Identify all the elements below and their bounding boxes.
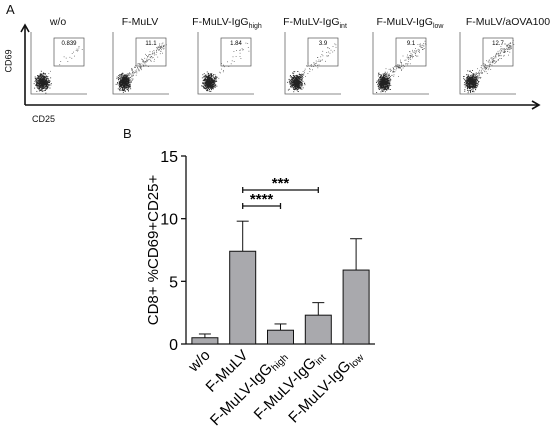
flow-plot-title: F-MuLV-IgGint bbox=[283, 16, 347, 31]
flow-plot-title: w/o bbox=[49, 16, 67, 28]
significance-label: *** bbox=[272, 175, 290, 192]
gate-box bbox=[307, 37, 339, 67]
flow-plot-title: F-MuLV bbox=[121, 16, 159, 28]
gate-box bbox=[53, 37, 85, 67]
flow-plot: 11.1 bbox=[112, 32, 169, 95]
panel-a-axes bbox=[20, 23, 541, 110]
flow-plot-title: F-MuLV-IgGlow bbox=[376, 16, 444, 31]
bar bbox=[342, 269, 370, 345]
bar bbox=[267, 329, 294, 345]
y-tick-label: 15 bbox=[160, 149, 178, 166]
y-tick-label: 10 bbox=[160, 212, 178, 229]
panel-a-letter: A bbox=[6, 2, 15, 17]
x-tick-label: w/o bbox=[184, 347, 213, 376]
gate-value: 1.84 bbox=[230, 41, 242, 47]
y-axis-label: CD8+ %CD69+CD25+ bbox=[145, 175, 162, 326]
flow-plot: 12.7 bbox=[459, 32, 516, 95]
gate-value: 9.1 bbox=[407, 41, 416, 47]
bar bbox=[191, 337, 219, 345]
flow-plot: 0.839 bbox=[30, 32, 87, 95]
gate-value: 3.9 bbox=[319, 41, 328, 47]
flow-plot: 1.84 bbox=[197, 32, 254, 95]
bar bbox=[229, 250, 257, 345]
gate-value: 11.1 bbox=[145, 41, 157, 47]
flow-plot-title: F-MuLV-IgGhigh bbox=[192, 16, 262, 31]
y-tick-label: 5 bbox=[169, 274, 178, 291]
gate-box bbox=[135, 37, 167, 67]
gate-box bbox=[220, 37, 252, 67]
significance-label: **** bbox=[250, 191, 274, 208]
y-tick-label: 0 bbox=[169, 337, 178, 354]
flow-plot: 9.1 bbox=[372, 32, 429, 95]
gate-value: 0.839 bbox=[61, 41, 77, 47]
gate-box bbox=[482, 37, 514, 67]
panel-b-letter: B bbox=[123, 126, 132, 141]
flow-plot-title: F-MuLV/aOVA100 bbox=[465, 16, 550, 28]
bar bbox=[304, 314, 332, 345]
flow-plot: 3.9 bbox=[284, 32, 341, 95]
panel-a-x-label: CD25 bbox=[32, 114, 56, 124]
gate-value: 12.7 bbox=[492, 41, 504, 47]
gate-box bbox=[395, 37, 427, 67]
